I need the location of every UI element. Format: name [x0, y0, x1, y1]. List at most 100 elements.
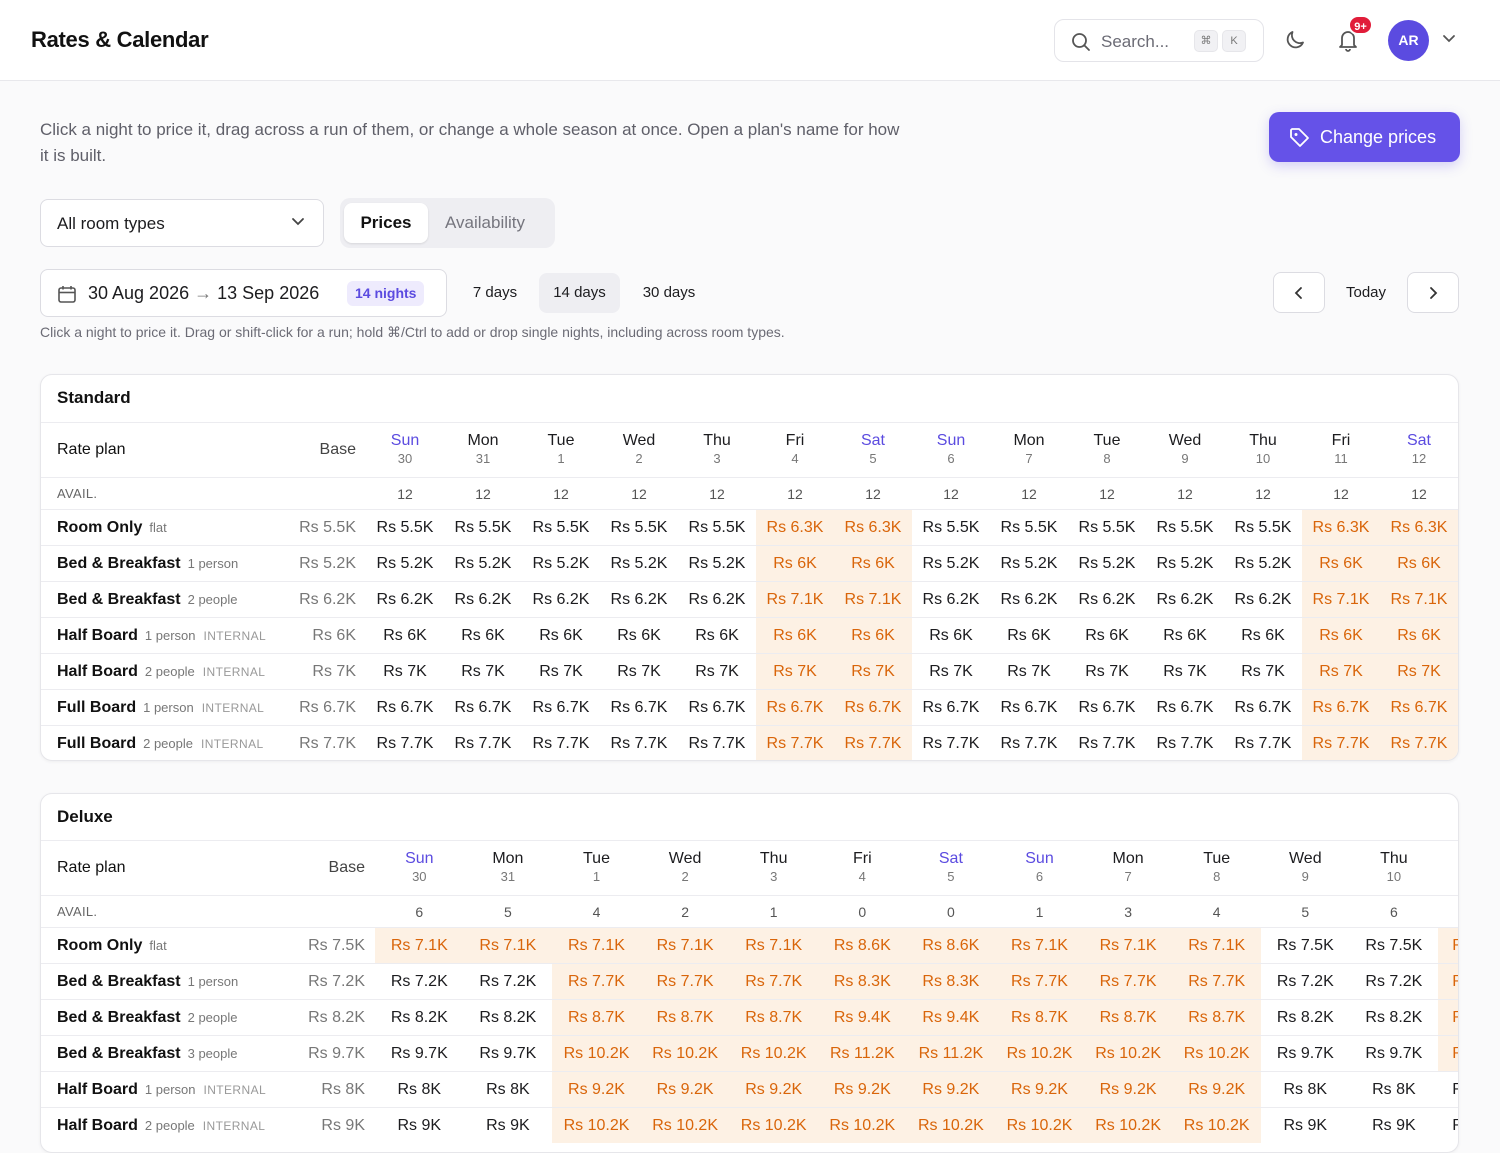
price-cell[interactable]: Rs 6.2K	[688, 590, 746, 608]
price-cell[interactable]: Rs 5.5K	[1078, 518, 1136, 536]
price-cell[interactable]: Rs 7.1K	[1380, 582, 1458, 617]
date-range-picker[interactable]: 30 Aug 2026 → 13 Sep 2026 14 nights	[40, 269, 447, 317]
price-cell[interactable]: Rs 6K	[1380, 546, 1458, 581]
rate-plan-name[interactable]: Half Board 1 person INTERNAL	[57, 618, 266, 653]
price-cell[interactable]: Rs 5.2K	[1000, 554, 1058, 572]
price-cell[interactable]: Rs 7.7K	[1156, 734, 1214, 752]
price-cell[interactable]: Rs 5.2K	[610, 554, 668, 572]
price-cell[interactable]: Rs 8.7K	[1083, 1000, 1173, 1035]
price-cell[interactable]: Rs 6.7K	[1156, 698, 1214, 716]
price-cell[interactable]: Rs 6.7K	[1234, 698, 1292, 716]
price-cell[interactable]: Rs 8K	[397, 1080, 442, 1098]
price-cell[interactable]: Rs 8.7K	[729, 1000, 818, 1035]
price-cell[interactable]: Rs 5.2K	[688, 554, 746, 572]
price-cell[interactable]: Rs 6K	[1163, 626, 1207, 644]
price-cell[interactable]: Rs 6.2K	[1000, 590, 1058, 608]
price-cell[interactable]: Rs 8K	[1372, 1080, 1416, 1098]
price-cell[interactable]: Rs 9.2K	[729, 1072, 818, 1107]
duration-7-days[interactable]: 7 days	[472, 284, 518, 301]
price-cell[interactable]: Rs 10.2K	[1083, 1036, 1173, 1071]
price-cell[interactable]: Rs 6.7K	[1078, 698, 1136, 716]
price-cell[interactable]: Rs 6.2K	[376, 590, 434, 608]
price-cell[interactable]: Rs 5.2K	[532, 554, 590, 572]
price-cell[interactable]: Rs 7.5K	[1276, 936, 1334, 954]
price-cell[interactable]: Rs 5.2K	[1234, 554, 1292, 572]
rate-plan-name[interactable]: Bed & Breakfast 1 person	[57, 964, 238, 999]
price-cell[interactable]: Rs 7.7K	[729, 964, 818, 999]
price-cell[interactable]: R	[1438, 1072, 1458, 1107]
price-cell[interactable]: Rs 7.1K	[552, 928, 641, 963]
rate-plan-name[interactable]: Bed & Breakfast 3 people	[57, 1036, 238, 1071]
price-cell[interactable]: Rs 7.7K	[552, 964, 641, 999]
price-cell[interactable]: Rs 7K	[834, 654, 912, 689]
price-cell[interactable]: R	[1438, 1108, 1458, 1143]
tab-availability[interactable]: Availability	[445, 213, 526, 232]
price-cell[interactable]: Rs 6.7K	[454, 698, 512, 716]
price-cell[interactable]: Rs 7K	[1302, 654, 1380, 689]
price-cell[interactable]: Rs 8.2K	[1276, 1008, 1334, 1026]
price-cell[interactable]: Rs 6K	[539, 626, 583, 644]
price-cell[interactable]: Rs 10.2K	[640, 1108, 730, 1143]
price-cell[interactable]: Rs 7K	[1085, 662, 1129, 680]
price-cell[interactable]: Rs 6.2K	[610, 590, 668, 608]
price-cell[interactable]: Rs 6.7K	[1000, 698, 1058, 716]
price-cell[interactable]: Rs 6.7K	[610, 698, 668, 716]
price-cell[interactable]: Rs 7K	[539, 662, 583, 680]
price-cell[interactable]: Rs 10.2K	[995, 1108, 1084, 1143]
price-cell[interactable]: Rs 7.2K	[390, 972, 448, 990]
price-cell[interactable]: Rs 7.7K	[688, 734, 746, 752]
price-cell[interactable]: Rs 8.6K	[906, 928, 996, 963]
price-cell[interactable]: Rs 10.2K	[552, 1036, 641, 1071]
price-cell[interactable]: Rs 7.7K	[1078, 734, 1136, 752]
price-cell[interactable]: Rs 7.7K	[640, 964, 730, 999]
price-cell[interactable]: Rs 7K	[929, 662, 973, 680]
price-cell[interactable]: Rs 6.7K	[756, 690, 834, 725]
price-cell[interactable]: Rs 9.2K	[1083, 1072, 1173, 1107]
next-button[interactable]	[1407, 272, 1459, 313]
price-cell[interactable]: Rs 6K	[617, 626, 661, 644]
price-cell[interactable]: Rs 8.2K	[390, 1008, 448, 1026]
price-cell[interactable]: Rs 9.7K	[1365, 1044, 1423, 1062]
price-cell[interactable]: Rs 11.2K	[818, 1036, 907, 1071]
price-cell[interactable]: Rs 9.2K	[995, 1072, 1084, 1107]
price-cell[interactable]: Rs 8.7K	[995, 1000, 1084, 1035]
price-cell[interactable]: Rs 6.2K	[454, 590, 512, 608]
price-cell[interactable]: Rs 5.5K	[454, 518, 512, 536]
price-cell[interactable]: Rs 7.1K	[995, 928, 1084, 963]
price-cell[interactable]: Rs 6.3K	[1380, 510, 1458, 545]
price-cell[interactable]: Rs 10.2K	[552, 1108, 641, 1143]
duration-30-days[interactable]: 30 days	[642, 284, 696, 301]
price-cell[interactable]: Rs 9.7K	[479, 1044, 537, 1062]
price-cell[interactable]: Rs 9.2K	[906, 1072, 996, 1107]
price-cell[interactable]: Rs 5.5K	[1234, 518, 1292, 536]
price-cell[interactable]: Rs 9K	[1283, 1116, 1328, 1134]
price-cell[interactable]: Rs 6.2K	[922, 590, 980, 608]
rate-plan-name[interactable]: Bed & Breakfast 2 people	[57, 1000, 238, 1035]
price-cell[interactable]: Rs 6.7K	[376, 698, 434, 716]
price-cell[interactable]: Rs 10.2K	[1172, 1036, 1261, 1071]
price-cell[interactable]: Rs 6.7K	[1380, 690, 1458, 725]
price-cell[interactable]: Rs	[1438, 1036, 1458, 1071]
price-cell[interactable]: Rs 10.2K	[729, 1108, 818, 1143]
rate-plan-name[interactable]: Bed & Breakfast 1 person	[57, 546, 238, 581]
price-cell[interactable]: Rs 5.2K	[1078, 554, 1136, 572]
price-cell[interactable]: Rs 6K	[1302, 546, 1380, 581]
price-cell[interactable]: Rs 8.2K	[1365, 1008, 1423, 1026]
price-cell[interactable]: Rs 7.1K	[756, 582, 834, 617]
price-cell[interactable]: Rs 6K	[695, 626, 739, 644]
price-cell[interactable]: Rs 9.4K	[906, 1000, 996, 1035]
price-cell[interactable]: Rs 7.7K	[1000, 734, 1058, 752]
price-cell[interactable]: Rs 6K	[383, 626, 427, 644]
price-cell[interactable]: Rs 9.2K	[1172, 1072, 1261, 1107]
price-cell[interactable]: Rs 7K	[1380, 654, 1458, 689]
price-cell[interactable]: Rs 6K	[1085, 626, 1129, 644]
price-cell[interactable]: Rs 5.5K	[376, 518, 434, 536]
moon-icon[interactable]	[1283, 28, 1307, 52]
price-cell[interactable]: Rs 6K	[834, 618, 912, 653]
rate-plan-name[interactable]: Bed & Breakfast 2 people	[57, 582, 238, 617]
avatar[interactable]: AR	[1388, 20, 1429, 61]
price-cell[interactable]: Rs 9.7K	[390, 1044, 448, 1062]
price-cell[interactable]: Rs 7.7K	[834, 726, 912, 760]
price-cell[interactable]: Rs 6.2K	[1156, 590, 1214, 608]
price-cell[interactable]: Rs 10.2K	[640, 1036, 730, 1071]
